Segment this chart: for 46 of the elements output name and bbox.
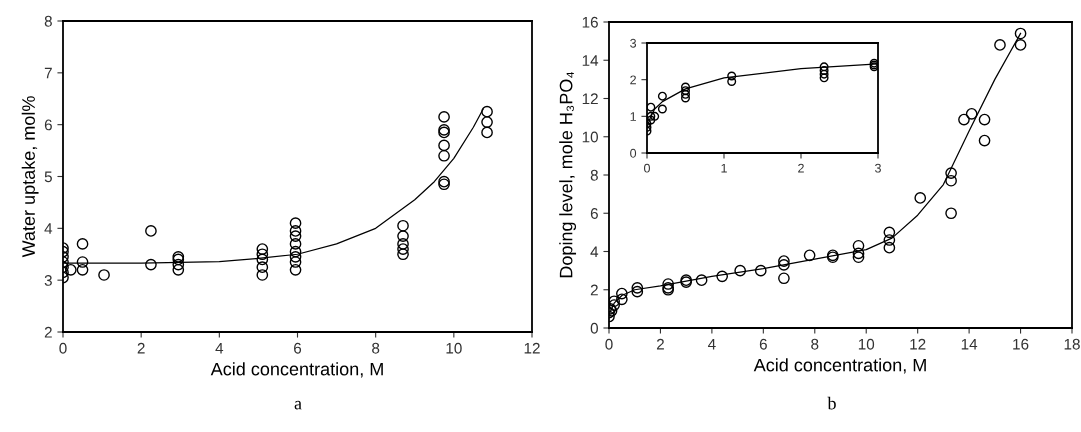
y-tick-label: 7 — [44, 67, 52, 79]
y-tick-label: 14 — [582, 55, 599, 66]
x-tick-label: 4 — [707, 338, 716, 350]
x-tick-label: 18 — [1064, 338, 1080, 350]
x-tick-label: 2 — [137, 342, 145, 354]
x-tick-label: 10 — [446, 342, 462, 354]
y-tick-label: 4 — [44, 223, 53, 234]
x-tick-label: 16 — [1013, 338, 1029, 350]
y-tick-label: 2 — [44, 326, 52, 338]
y-tick-label: 3 — [44, 275, 52, 286]
y-tick-label: 3 — [630, 38, 637, 48]
x-tick-label: 6 — [294, 342, 302, 354]
x-axis-title: Acid concentration, M — [753, 358, 926, 374]
text: b — [827, 396, 836, 410]
y-tick-label: 16 — [582, 16, 598, 28]
x-tick-label: 8 — [372, 342, 380, 354]
x-tick-label: 4 — [215, 342, 224, 354]
text: a — [294, 400, 302, 410]
x-tick-label: 3 — [875, 163, 881, 173]
x-axis-title: Acid concentration, M — [210, 362, 383, 378]
y-tick-label: 10 — [582, 131, 598, 143]
x-tick-label: 0 — [605, 338, 613, 350]
y-axis-title: Water uptake, mol% — [21, 96, 39, 258]
y-tick-label: 5 — [44, 171, 52, 183]
y-tick-label: 1 — [630, 112, 636, 121]
y-tick-label: 4 — [590, 246, 599, 258]
y-tick-label: 2 — [590, 284, 598, 296]
y-tick-label: 12 — [582, 93, 598, 105]
y-tick-label: 6 — [590, 208, 598, 219]
x-tick-label: 0 — [59, 342, 67, 354]
x-tick-label: 12 — [910, 338, 926, 350]
y-tick-label: 6 — [44, 119, 52, 131]
x-tick-label: 14 — [961, 338, 978, 350]
x-tick-label: 2 — [798, 163, 804, 173]
x-tick-label: 8 — [811, 338, 819, 350]
x-tick-label: 12 — [524, 342, 540, 354]
x-tick-label: 1 — [721, 163, 727, 173]
y-tick-label: 0 — [590, 322, 598, 334]
y-tick-label: 2 — [630, 75, 636, 85]
x-tick-label: 10 — [858, 338, 875, 350]
y-tick-label: 0 — [630, 148, 637, 158]
x-tick-label: 6 — [759, 338, 767, 350]
y-tick-label: 8 — [44, 15, 52, 27]
x-tick-label: 0 — [644, 163, 650, 173]
x-tick-label: 2 — [656, 338, 664, 350]
y-axis-title: Doping level, mole H₃PO₄ — [559, 71, 577, 278]
